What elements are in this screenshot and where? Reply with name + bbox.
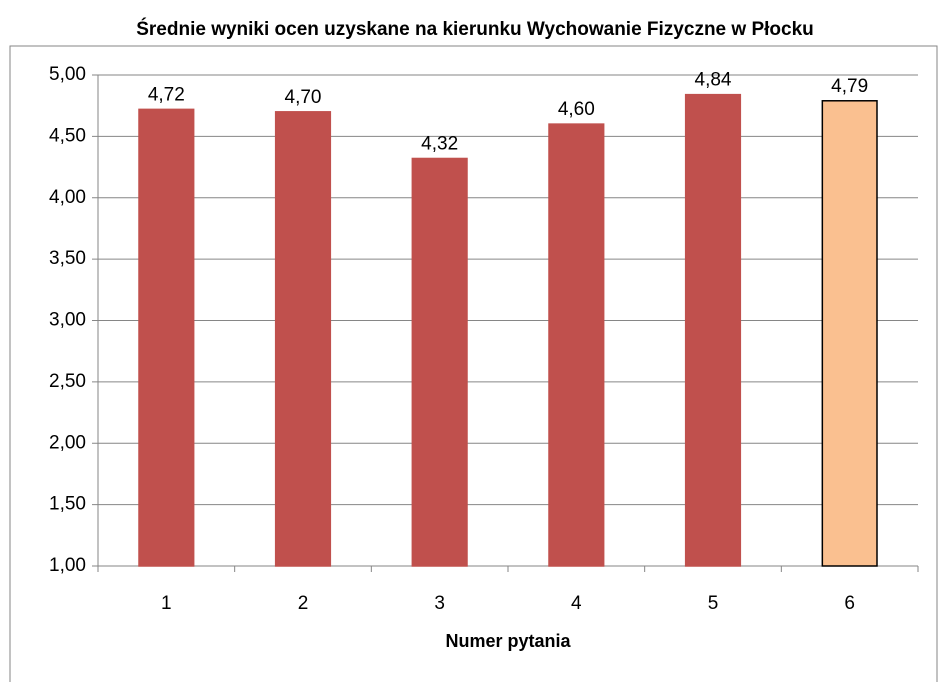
value-label: 4,32 <box>421 133 458 154</box>
x-tick-label: 5 <box>708 593 719 614</box>
x-axis-title: Numer pytania <box>445 631 571 651</box>
y-tick-label: 4,00 <box>49 187 86 208</box>
bar <box>138 108 195 567</box>
bar <box>821 100 878 567</box>
y-tick-label: 4,50 <box>49 125 86 146</box>
chart-frame <box>9 45 938 682</box>
y-tick-label: 2,00 <box>49 432 86 453</box>
y-tick-label: 1,50 <box>49 494 86 515</box>
y-tick-label: 3,50 <box>49 248 86 269</box>
value-label: 4,70 <box>285 87 322 108</box>
y-tick-label: 3,00 <box>49 310 86 331</box>
bar <box>411 157 468 567</box>
x-tick-label: 3 <box>434 593 445 614</box>
value-label: 4,79 <box>831 76 868 97</box>
value-label: 4,84 <box>695 70 732 91</box>
y-tick-label: 1,00 <box>49 555 86 576</box>
chart-title: Średnie wyniki ocen uzyskane na kierunku… <box>136 18 814 40</box>
bar <box>684 93 742 567</box>
value-label: 4,60 <box>558 99 595 120</box>
x-tick-label: 2 <box>298 593 309 614</box>
x-tick-label: 1 <box>161 593 172 614</box>
x-tick-label: 4 <box>571 593 582 614</box>
bar <box>274 111 332 567</box>
y-tick-label: 2,50 <box>49 371 86 392</box>
x-tick-label: 6 <box>844 593 855 614</box>
bar <box>548 123 605 567</box>
value-label: 4,72 <box>148 84 185 105</box>
y-tick-label: 5,00 <box>49 64 86 85</box>
